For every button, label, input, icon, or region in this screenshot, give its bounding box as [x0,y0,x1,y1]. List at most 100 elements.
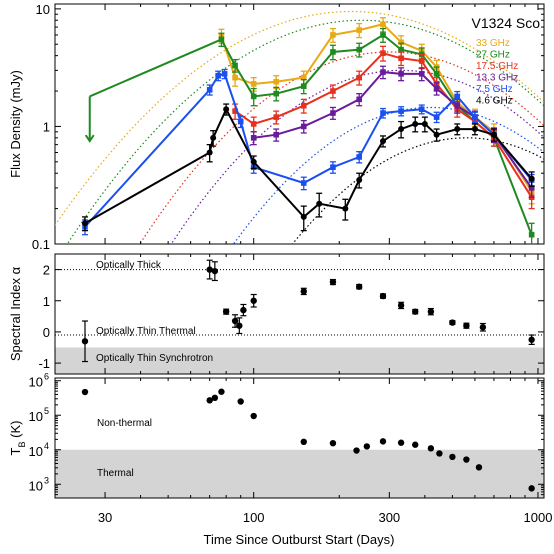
data-point [356,27,362,33]
data-point [353,447,360,454]
data-point [81,338,89,345]
series-7-5-ghz [81,68,535,236]
data-point [329,278,337,286]
data-point [273,90,280,97]
brightness-temp-ylabel: TB (K) [8,421,27,456]
data-point [237,398,244,405]
series-4-6-ghz [81,103,535,232]
data-point [356,154,362,160]
data-point [398,55,404,62]
data-point [342,205,349,212]
data-point [300,288,307,295]
data-point [232,74,238,81]
series-27-ghz [89,27,535,244]
data-point [273,114,280,120]
data-point [398,126,405,133]
data-point [380,110,386,116]
series-line-27-ghz [89,33,533,236]
data-point [81,220,88,227]
brightness-temp-points [81,388,535,492]
data-point [433,114,440,120]
legend-entry-17-5-ghz: 17.5 GHz [476,61,518,72]
data-point [218,388,225,395]
data-point [412,308,419,315]
data-point [232,62,238,69]
data-point [356,96,362,103]
y-tick-label: 0.1 [32,237,50,252]
flux-panel: 0.1 1 10 Flux Density (mJy) V1324 Sco 33 G… [8,2,545,252]
data-point [471,126,478,133]
spectral-index-panel: Optically Thick Optically Thin Thermal O… [8,253,545,375]
data-point [528,485,535,492]
data-point [397,302,405,309]
y-tick-exponent: 3 [44,475,49,485]
data-point [363,443,371,450]
model-curve-17-5-ghz [139,51,544,244]
data-point [436,450,443,457]
data-point [479,324,487,331]
y-tick-label: 1 [43,294,50,309]
data-point [380,69,386,75]
spectral-index-ylabel: Spectral Index α [8,266,23,361]
data-point [206,149,213,156]
data-point [211,267,219,275]
model-curve-7-5-ghz [232,106,544,244]
annotation-optically-thin-thermal: Optically Thin Thermal [96,326,196,337]
thermal-band [55,449,544,498]
flux-ylabel: Flux Density (mJy) [8,70,23,178]
y-tick-label: 10 [36,2,50,17]
x-tick-label: 100 [243,510,265,525]
data-point [300,102,307,109]
x-tick-label: 1000 [524,510,553,525]
y-tick-label: 10 [29,478,43,493]
data-point [380,138,387,145]
data-point [222,308,230,315]
data-point [528,175,535,182]
data-point [356,74,362,81]
data-point [380,21,386,28]
data-point [237,118,244,125]
data-point [330,110,336,116]
data-point [427,308,435,315]
data-point [454,93,461,100]
data-point [398,108,404,114]
data-point [412,441,419,448]
data-point [206,397,213,404]
data-point [330,88,336,94]
y-tick-label: -1 [38,356,50,371]
legend-entry-13-3-ghz: 13.3 GHz [476,73,518,84]
data-point [472,114,478,120]
data-point [211,394,219,402]
data-point [273,131,280,138]
data-point [398,39,404,46]
data-point [397,439,405,446]
y-tick-label: 10 [29,375,43,390]
series-line-7-5-ghz [84,72,533,228]
annotation-optically-thin-synchrotron: Optically Thin Synchrotron [96,353,213,364]
data-point [250,93,257,100]
data-point [454,102,461,109]
data-point [475,464,483,471]
y-tick-label: 2 [43,263,50,278]
data-point [330,164,336,171]
data-point [232,108,238,114]
data-point [398,71,404,77]
data-point [329,439,337,447]
data-point [250,297,257,304]
data-point [206,86,213,93]
data-point [215,72,221,79]
model-curve-4-6-ghz [291,137,544,244]
data-point [463,456,470,463]
upper-limit-arrow-head [84,134,95,143]
legend-entry-33-ghz: 33 GHz [476,38,510,49]
data-point [528,336,535,343]
annotation-non-thermal: Non-thermal [97,418,152,429]
data-point [206,266,213,273]
legend-entry-27-ghz: 27 GHz [476,50,510,61]
y-tick-label: 10 [29,409,43,424]
data-point [250,135,257,141]
flux-ticks: 0.1 1 10 [32,2,544,252]
